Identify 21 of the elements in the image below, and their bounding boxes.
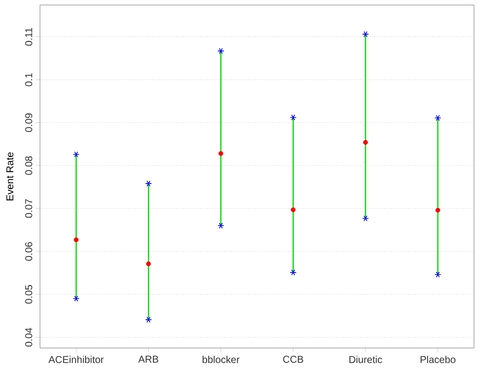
x-tick-label: bblocker	[202, 356, 240, 364]
y-tick-label: 0.1	[25, 73, 32, 86]
point	[218, 151, 224, 156]
y-axis-title: Event Rate	[6, 152, 14, 200]
point	[74, 237, 79, 242]
y-tick-label: 0.11	[25, 28, 32, 46]
y-tick-label: 0.07	[25, 199, 32, 218]
point	[363, 140, 368, 145]
y-tick-label: 0.08	[25, 156, 32, 175]
x-tick-label: ACEinhibitor	[48, 356, 104, 364]
point	[435, 208, 440, 213]
y-tick-label: 0.09	[25, 113, 32, 132]
y-tick-label: 0.04	[25, 328, 32, 347]
y-tick-label: 0.05	[25, 285, 32, 304]
point	[290, 207, 296, 212]
x-tick-label: CCB	[283, 356, 304, 363]
y-tick-label: 0.06	[25, 242, 32, 261]
x-tick-label: Diuretic	[349, 356, 382, 364]
x-tick-label: ARB	[138, 356, 158, 363]
x-tick-label: Placebo	[420, 356, 456, 364]
point	[146, 261, 151, 266]
